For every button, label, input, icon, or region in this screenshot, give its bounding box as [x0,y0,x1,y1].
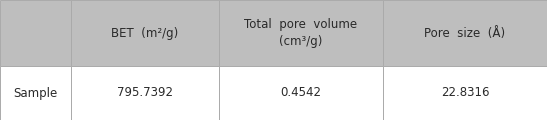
Text: 22.8316: 22.8316 [441,87,489,99]
Bar [71,66,219,120]
Text: 0.4542: 0.4542 [281,87,321,99]
Bar [0,0,71,66]
Bar [219,66,383,120]
Text: Sample: Sample [14,87,57,99]
Text: BET  (m²/g): BET (m²/g) [112,27,178,39]
Bar [0,66,71,120]
Text: 795.7392: 795.7392 [117,87,173,99]
Bar [383,0,547,66]
Bar [219,0,383,66]
Bar [71,0,219,66]
Text: Pore  size  (Å): Pore size (Å) [424,27,505,39]
Bar [383,66,547,120]
Text: Total  pore  volume
(cm³/g): Total pore volume (cm³/g) [245,18,357,48]
